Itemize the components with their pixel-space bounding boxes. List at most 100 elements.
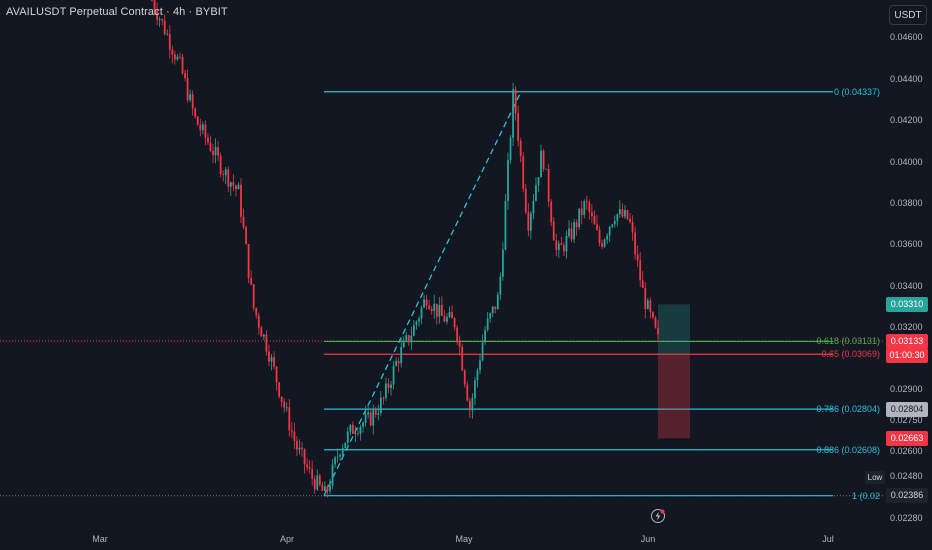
candle-body <box>481 342 484 361</box>
fib-level-label: 0.786 (0.02804) <box>816 404 880 415</box>
candle-body <box>504 200 507 250</box>
time-tick-label: Jun <box>640 534 656 544</box>
candle-body <box>618 209 621 215</box>
candle-body <box>471 398 474 411</box>
candle-body <box>624 210 626 217</box>
candle-body <box>468 400 471 411</box>
candle-body <box>235 185 237 190</box>
candle-body <box>657 327 659 335</box>
candle-body <box>585 201 588 203</box>
price-tick-label: 0.04400 <box>890 73 923 84</box>
currency-button[interactable]: USDT <box>889 5 927 25</box>
candle-body <box>196 116 199 126</box>
candle-body <box>519 140 522 157</box>
candle-body <box>603 239 606 247</box>
candle-body <box>346 431 349 443</box>
low-tag: Low <box>865 471 885 484</box>
candle-body <box>634 232 637 255</box>
candle-body <box>382 397 385 399</box>
candle-body <box>484 329 486 343</box>
candle-body <box>349 424 352 432</box>
candle-body <box>153 0 156 11</box>
candle-body <box>161 19 164 21</box>
price-tick-label: 0.03400 <box>890 280 923 291</box>
candle-body <box>494 306 497 310</box>
candle-body <box>463 370 466 385</box>
candle-body <box>466 384 469 401</box>
candle-body <box>390 384 392 388</box>
candle-body <box>479 360 481 371</box>
candle-body <box>306 464 309 468</box>
candle-body <box>229 182 232 187</box>
candle-body <box>524 188 527 213</box>
candle-body <box>252 284 255 309</box>
candle-body <box>535 185 537 201</box>
candle-body <box>420 307 423 319</box>
candle-body <box>652 311 654 318</box>
candle-body <box>369 412 372 426</box>
candle-body <box>265 334 268 352</box>
candle-body <box>372 409 375 426</box>
flash-replay-icon[interactable] <box>650 508 666 524</box>
candle-body <box>423 299 425 308</box>
candle-body <box>507 160 509 201</box>
candle-body <box>527 212 530 231</box>
price-tick-label: 0.03200 <box>890 322 923 333</box>
fib-level-label: 1 (0.02 <box>851 490 880 501</box>
candle-body <box>275 366 278 383</box>
candle-body <box>616 214 619 221</box>
candle-body <box>184 73 186 79</box>
price-chart-plot[interactable] <box>0 0 884 528</box>
fib-level-label: 0.65 (0.03069) <box>821 349 880 360</box>
price-tick-label: 0.02900 <box>890 384 923 395</box>
candle-body <box>451 312 453 319</box>
price-tick-label: 0.02280 <box>890 512 923 523</box>
candle-body <box>529 213 532 231</box>
candle-body <box>596 224 598 230</box>
candle-body <box>555 240 558 250</box>
candle-body <box>418 318 420 322</box>
candle-body <box>151 0 153 1</box>
position-target-zone <box>658 304 690 355</box>
candle-body <box>435 303 438 317</box>
candle-body <box>357 433 359 434</box>
symbol-title: AVAILUSDT Perpetual Contract · 4h · BYBI… <box>6 6 228 18</box>
candle-body <box>532 200 535 214</box>
candle-body <box>166 33 169 35</box>
candle-body <box>428 305 431 309</box>
candle-body <box>509 137 512 161</box>
candle-body <box>158 19 161 20</box>
candle-body <box>273 357 275 367</box>
candle-body <box>260 327 263 337</box>
candle-body <box>156 10 158 20</box>
candle-body <box>573 222 575 240</box>
time-axis[interactable]: Mar Apr May Jun Jul <box>0 528 884 550</box>
candle-body <box>339 454 342 457</box>
candle-body <box>364 414 367 423</box>
candle-body <box>204 124 207 138</box>
candle-body <box>308 467 311 469</box>
fib-trend-line <box>323 91 522 496</box>
candle-body <box>514 89 517 114</box>
candle-body <box>575 222 578 228</box>
candle-body <box>351 424 354 434</box>
candle-body <box>425 299 428 306</box>
candle-body <box>194 108 197 117</box>
candle-body <box>461 346 464 371</box>
candle-body <box>395 360 398 366</box>
fib-level-label: 0 (0.04337) <box>833 86 880 97</box>
candle-body <box>186 78 189 101</box>
candle-body <box>456 327 459 341</box>
candle-body <box>611 224 614 227</box>
candle-body <box>214 146 217 156</box>
candle-body <box>405 335 408 341</box>
price-axis-badge: 0.02386 <box>886 488 928 504</box>
candle-body <box>268 351 270 362</box>
candle-body <box>590 212 593 216</box>
candle-body <box>440 304 443 316</box>
price-axis-badge: 0.02663 <box>886 430 928 446</box>
price-axis[interactable]: 0.04600 0.04400 0.04200 0.04000 0.03800 0.036… <box>884 0 932 528</box>
candle-body <box>550 201 553 222</box>
candle-body <box>201 124 204 131</box>
